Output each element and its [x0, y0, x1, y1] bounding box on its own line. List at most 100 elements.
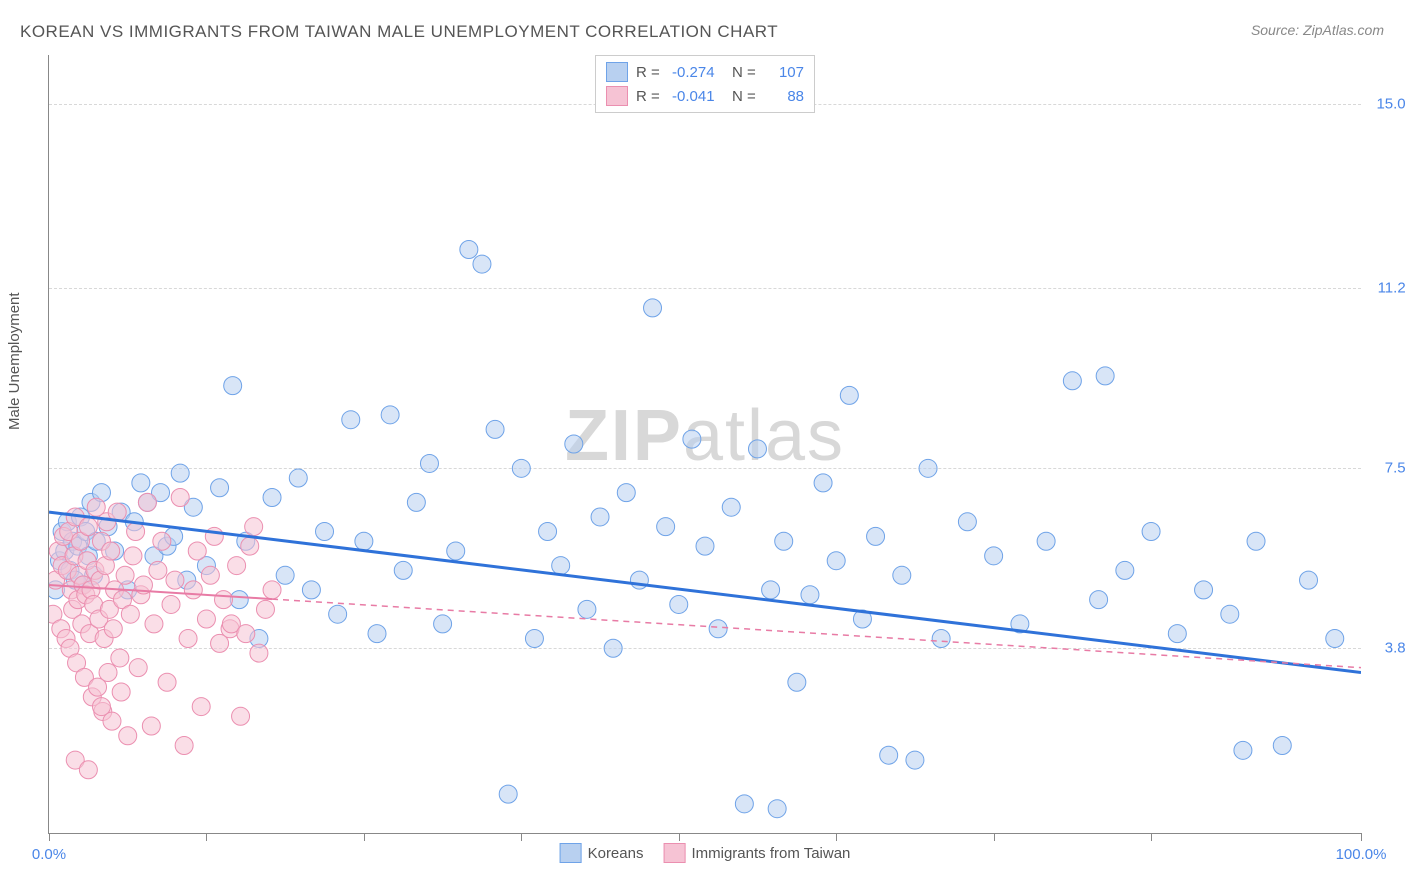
data-point [434, 615, 452, 633]
data-point [1116, 561, 1134, 579]
data-point [166, 571, 184, 589]
data-point [171, 464, 189, 482]
data-point [578, 600, 596, 618]
data-point [184, 581, 202, 599]
data-point [175, 736, 193, 754]
data-point [499, 785, 517, 803]
data-point [127, 523, 145, 541]
data-point [153, 532, 171, 550]
data-point [958, 513, 976, 531]
legend-swatch [606, 86, 628, 106]
data-point [827, 552, 845, 570]
data-point [228, 557, 246, 575]
data-point [867, 527, 885, 545]
data-point [840, 386, 858, 404]
data-point [919, 459, 937, 477]
data-point [116, 566, 134, 584]
r-value: -0.274 [672, 64, 724, 81]
data-point [145, 615, 163, 633]
data-point [289, 469, 307, 487]
data-point [814, 474, 832, 492]
y-tick-label: 15.0% [1369, 95, 1406, 112]
data-point [657, 518, 675, 536]
data-point [171, 488, 189, 506]
legend-swatch [560, 843, 582, 863]
series-legend: Koreans Immigrants from Taiwan [560, 843, 851, 863]
data-point [486, 420, 504, 438]
data-point [985, 547, 1003, 565]
data-point [1063, 372, 1081, 390]
data-point [932, 630, 950, 648]
plot-area: ZIPatlas R =-0.274N =107R =-0.041N =88 K… [48, 55, 1361, 834]
data-point [188, 542, 206, 560]
data-point [447, 542, 465, 560]
series-legend-label: Immigrants from Taiwan [691, 845, 850, 862]
data-point [232, 707, 250, 725]
data-point [1168, 625, 1186, 643]
n-label: N = [732, 88, 762, 105]
data-point [591, 508, 609, 526]
data-point [79, 761, 97, 779]
data-point [801, 586, 819, 604]
r-label: R = [636, 64, 664, 81]
data-point [407, 493, 425, 511]
series-legend-label: Koreans [588, 845, 644, 862]
data-point [237, 625, 255, 643]
data-point [112, 683, 130, 701]
data-point [670, 595, 688, 613]
data-point [735, 795, 753, 813]
data-point [329, 605, 347, 623]
data-point [149, 561, 167, 579]
data-point [1247, 532, 1265, 550]
data-point [539, 523, 557, 541]
data-point [124, 547, 142, 565]
data-point [162, 595, 180, 613]
data-point [788, 673, 806, 691]
data-point [880, 746, 898, 764]
data-point [201, 566, 219, 584]
scatter-svg [49, 55, 1361, 833]
x-tick [1361, 833, 1362, 841]
x-tick [521, 833, 522, 841]
data-point [129, 659, 147, 677]
data-point [111, 649, 129, 667]
data-point [1273, 736, 1291, 754]
r-label: R = [636, 88, 664, 105]
data-point [893, 566, 911, 584]
data-point [99, 664, 117, 682]
y-tick-label: 11.2% [1369, 280, 1406, 297]
data-point [245, 518, 263, 536]
data-point [525, 630, 543, 648]
data-point [342, 411, 360, 429]
data-point [158, 673, 176, 691]
trend-line [49, 512, 1361, 672]
data-point [1090, 591, 1108, 609]
data-point [214, 591, 232, 609]
series-legend-item: Immigrants from Taiwan [663, 843, 850, 863]
data-point [722, 498, 740, 516]
data-point [1037, 532, 1055, 550]
x-tick [364, 833, 365, 841]
data-point [1221, 605, 1239, 623]
data-point [302, 581, 320, 599]
legend-swatch [663, 843, 685, 863]
data-point [906, 751, 924, 769]
chart-title: KOREAN VS IMMIGRANTS FROM TAIWAN MALE UN… [20, 22, 778, 42]
y-axis-label: Male Unemployment [6, 292, 23, 430]
n-value: 88 [770, 88, 804, 105]
data-point [762, 581, 780, 599]
data-point [102, 542, 120, 560]
data-point [224, 377, 242, 395]
data-point [1234, 741, 1252, 759]
x-tick [836, 833, 837, 841]
data-point [179, 630, 197, 648]
data-point [250, 644, 268, 662]
data-point [263, 488, 281, 506]
data-point [420, 454, 438, 472]
data-point [92, 698, 110, 716]
stats-legend: R =-0.274N =107R =-0.041N =88 [595, 55, 815, 113]
data-point [241, 537, 259, 555]
data-point [709, 620, 727, 638]
stats-legend-row: R =-0.274N =107 [606, 60, 804, 84]
trend-line-extrapolated [272, 599, 1361, 668]
